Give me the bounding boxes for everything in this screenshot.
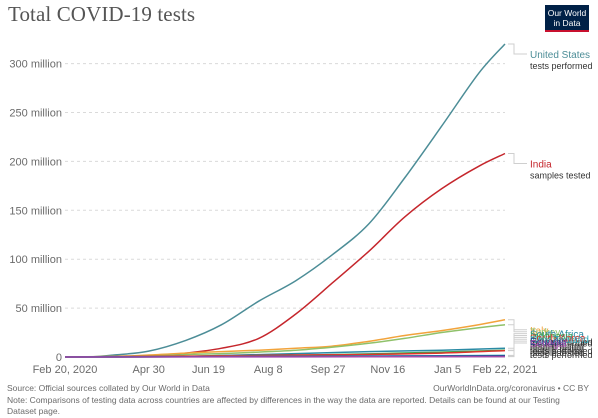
y-tick-label-0: 0 (56, 352, 62, 364)
legend-unit-united-states: tests performed (530, 61, 593, 71)
legend-unit-india: samples tested (530, 171, 591, 181)
series-line-india (64, 152, 506, 358)
gridlines (65, 63, 505, 358)
legend-name-india: India (530, 160, 552, 171)
x-tick-label-jun-19: Jun 19 (192, 364, 225, 376)
legend-name-new-zealand: New Zealand (530, 335, 589, 346)
legend-connector-turkey (508, 324, 527, 333)
footnote: Note: Comparisons of testing data across… (7, 395, 560, 416)
legend-name-ecuador: Ecuador (530, 337, 568, 348)
legend-name-italy: Italy (530, 326, 548, 337)
legend-unit-new-zealand: tests performed (530, 346, 593, 356)
legend-unit-senegal: tests performed (530, 350, 593, 360)
y-tick-label-200-million: 200 million (9, 156, 62, 168)
logo-line-2: in Data (553, 18, 581, 28)
legend-name-south-africa: South Africa (530, 330, 584, 341)
legend-name-united-states: United States (530, 50, 590, 61)
x-tick-label-apr-30: Apr 30 (132, 364, 164, 376)
x-tick-label-sep-27: Sep 27 (311, 364, 346, 376)
logo-stripe (545, 30, 589, 32)
y-tick-label-150-million: 150 million (9, 205, 62, 217)
legend-connector-new-zealand (508, 338, 527, 356)
legend-name-senegal: Senegal (530, 339, 567, 350)
legend-unit-south-korea: people tested (530, 344, 584, 354)
y-tick-label-50-million: 50 million (16, 303, 62, 315)
source-note: Source: Official sources collated by Our… (7, 383, 210, 393)
legend-unit-indonesia: people tested (530, 342, 584, 352)
series-line-turkey (64, 323, 506, 358)
legend-unit-turkey: tests performed (530, 339, 593, 349)
x-tick-label-aug-8: Aug 8 (254, 364, 283, 376)
legend-connector-united-states (508, 43, 527, 55)
series-lines (64, 43, 506, 358)
legend-connector-senegal (508, 342, 527, 358)
logo-line-1: Our World (547, 8, 587, 18)
our-world-in-data-logo[interactable]: Our World in Data (545, 5, 589, 32)
series-line-italy (64, 319, 506, 358)
x-tick-label-feb-20-2020: Feb 20, 2020 (33, 364, 98, 376)
chart-title: Total COVID-19 tests (8, 2, 196, 26)
line-chart: 0 50 million 100 million 150 million 200 mil… (9, 43, 593, 376)
legend-name-turkey: Turkey (530, 328, 560, 339)
y-axis-tick-labels: 0 50 million 100 million 150 million 200 mil… (9, 59, 62, 364)
y-tick-label-250-million: 250 million (9, 107, 62, 119)
series-line-united-states (64, 43, 506, 358)
legend-unit-south-africa: people tested (530, 341, 584, 351)
legend-name-south-korea: South Korea (530, 333, 586, 344)
y-tick-label-300-million: 300 million (9, 59, 62, 71)
legend-unit-italy: tests performed (530, 337, 593, 347)
y-tick-label-100-million: 100 million (9, 254, 62, 266)
x-tick-label-nov-16: Nov 16 (370, 364, 405, 376)
legend-name-indonesia: Indonesia (530, 331, 574, 342)
x-axis-tick-labels: Feb 20, 2020 Apr 30 Jun 19 Aug 8 Sep 27 Nov 1… (33, 364, 538, 376)
license-link[interactable]: OurWorldInData.org/coronavirus • CC BY (433, 383, 589, 393)
legend-unit-ecuador: people tested (530, 348, 584, 358)
x-tick-label-feb-22-2021: Feb 22, 2021 (473, 364, 538, 376)
x-tick-label-jan-5: Jan 5 (434, 364, 461, 376)
legend-connector-india (508, 153, 527, 164)
